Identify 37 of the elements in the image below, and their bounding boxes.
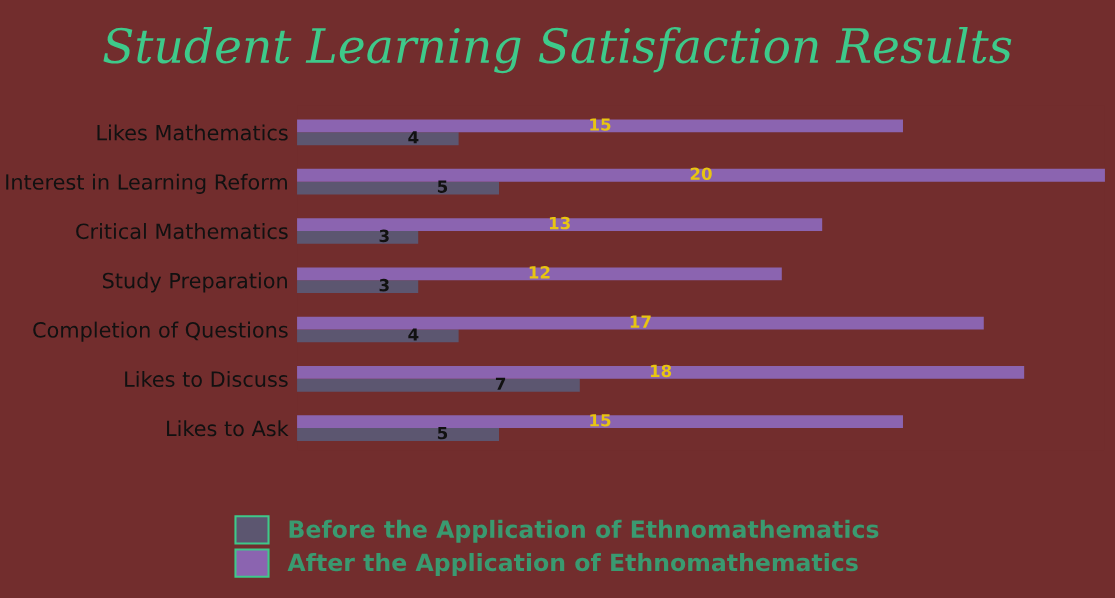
bar xyxy=(297,316,984,330)
data-label: 3 xyxy=(379,278,389,292)
bar xyxy=(297,415,903,429)
y-tick-label: Completion of Questions xyxy=(33,321,288,342)
data-label: 17 xyxy=(630,315,651,328)
y-tick-label: Interest in Learning Reform xyxy=(6,173,287,194)
data-label: 18 xyxy=(650,364,672,378)
y-tick-label: Likes to Ask xyxy=(167,420,289,437)
data-label: 12 xyxy=(529,266,550,279)
bar xyxy=(297,132,459,146)
data-label: 15 xyxy=(590,118,611,131)
data-label: 3 xyxy=(379,229,389,243)
bar xyxy=(297,366,1025,379)
data-label: 5 xyxy=(437,426,448,440)
legend-label: After the Application of Ethnomathematics xyxy=(287,553,858,576)
data-label: 4 xyxy=(408,131,419,144)
y-tick-label: Likes Mathematics xyxy=(97,124,288,141)
bar xyxy=(297,378,580,392)
bar xyxy=(297,119,903,133)
y-tick-label: Study Preparation xyxy=(102,272,287,293)
data-label: 5 xyxy=(437,180,448,193)
legend-label: Before the Application of Ethnomathematics xyxy=(289,519,879,543)
bar xyxy=(297,428,500,441)
data-label: 7 xyxy=(495,377,506,390)
data-label: 20 xyxy=(690,167,712,181)
data-label: 15 xyxy=(590,414,611,427)
bar xyxy=(297,168,1105,182)
y-tick-label: Critical Mathematics xyxy=(76,223,288,240)
bar xyxy=(297,280,419,294)
chart-title: Student Learning Satisfaction Results xyxy=(103,26,1012,74)
y-tick-label: Likes to Discuss xyxy=(125,370,288,388)
bar xyxy=(297,230,419,244)
data-label: 13 xyxy=(549,216,570,230)
bar xyxy=(297,329,459,343)
data-label: 4 xyxy=(408,328,419,341)
bar xyxy=(297,181,500,195)
bar xyxy=(297,218,823,231)
